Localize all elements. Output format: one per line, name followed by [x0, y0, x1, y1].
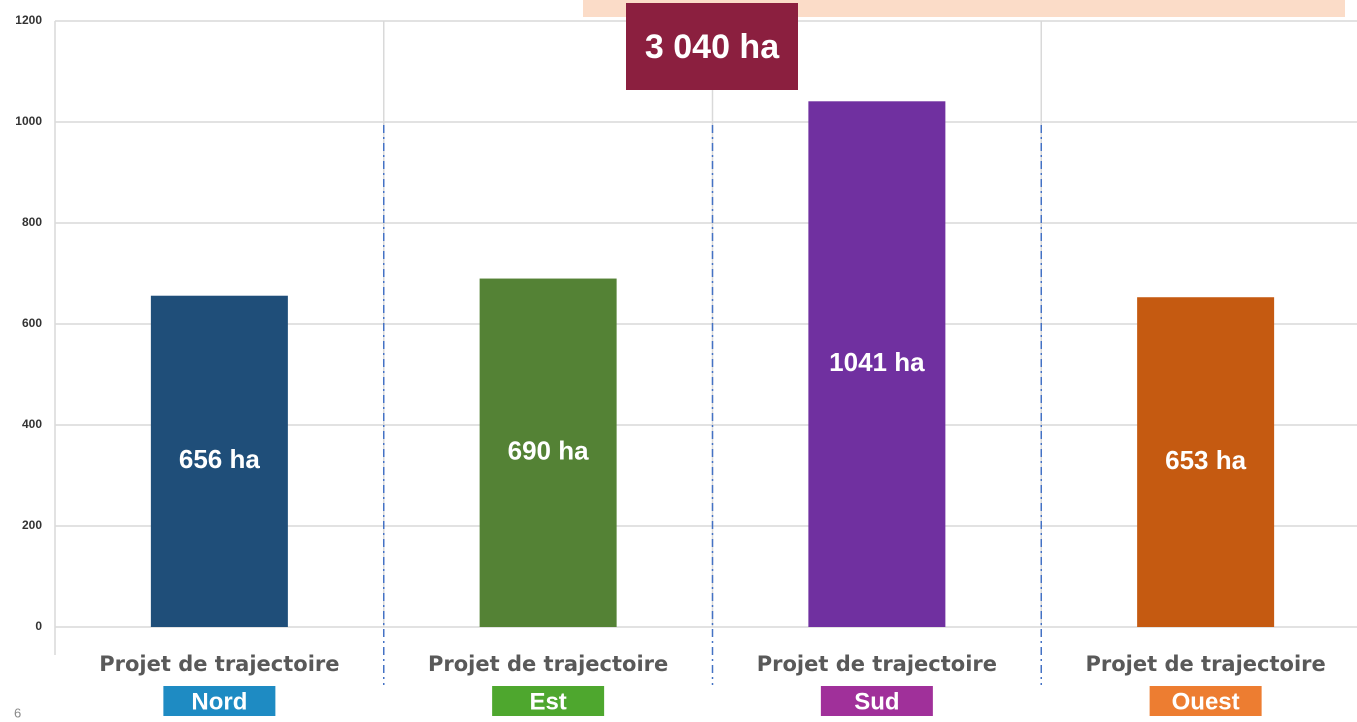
bar [479, 278, 617, 627]
category-tag-box [163, 686, 276, 716]
x-tick-label: Projet de trajectoire [99, 652, 339, 676]
category-tag: Ouest [1172, 688, 1240, 715]
y-tick-label: 200 [22, 518, 42, 532]
category-tag: Nord [191, 688, 247, 715]
total-annotation: 3 040 ha [645, 28, 780, 66]
category-tag: Sud [854, 688, 899, 715]
bar [808, 101, 946, 628]
y-tick-label: 1200 [15, 13, 42, 27]
value-label: 653 ha [1165, 445, 1246, 475]
value-label: 1041 ha [829, 347, 925, 377]
bar [1137, 297, 1275, 627]
value-label: 656 ha [179, 444, 260, 474]
y-tick-label: 600 [22, 316, 42, 330]
y-tick-label: 1000 [15, 114, 42, 128]
category-tag-box [1149, 686, 1262, 716]
bar [150, 295, 288, 627]
x-tick-label: Projet de trajectoire [428, 652, 668, 676]
page-number: 6 [14, 705, 21, 720]
total-box [626, 3, 798, 90]
value-label: 690 ha [508, 436, 589, 466]
x-tick-label: Projet de trajectoire [757, 652, 997, 676]
y-tick-label: 800 [22, 215, 42, 229]
category-tag: Est [529, 688, 566, 715]
category-tag-box [820, 686, 933, 716]
y-tick-label: 0 [35, 619, 42, 633]
y-tick-label: 400 [22, 417, 42, 431]
x-tick-label: Projet de trajectoire [1085, 652, 1325, 676]
category-tag-box [492, 686, 605, 716]
